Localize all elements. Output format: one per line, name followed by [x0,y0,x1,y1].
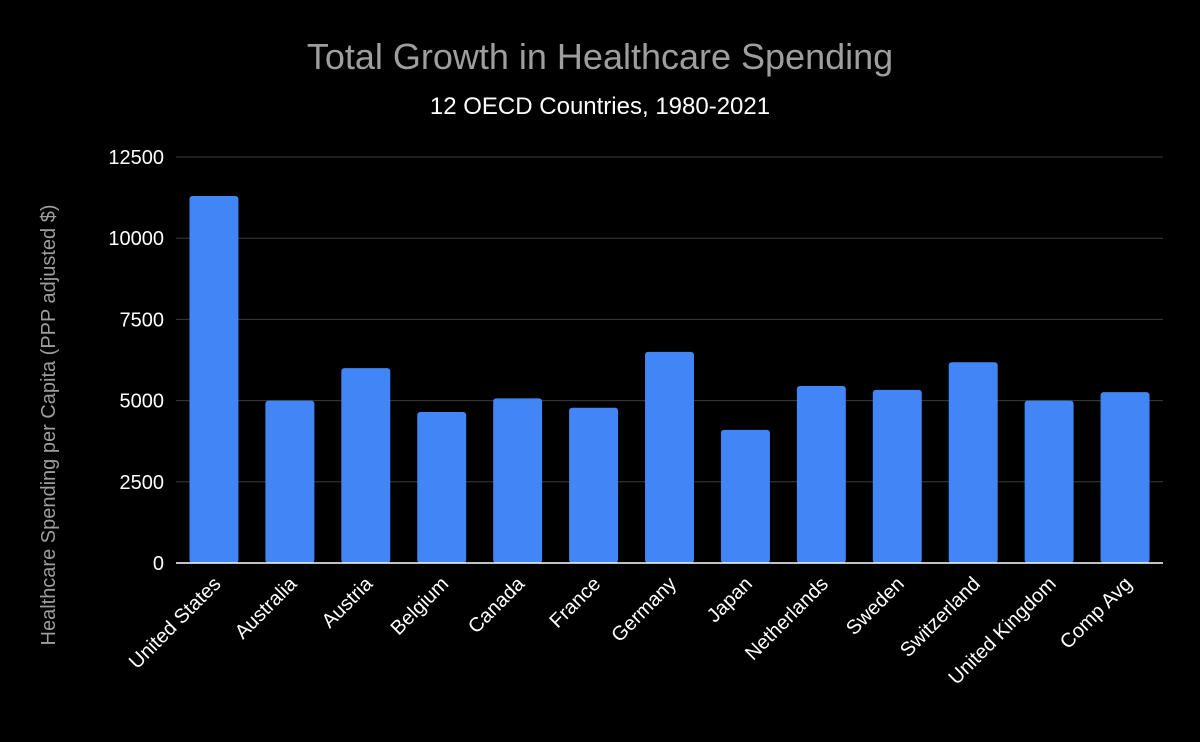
bar-canada [493,398,543,563]
y-tick-label: 12500 [108,147,164,169]
bar-belgium [417,411,467,563]
y-tick-label: 0 [153,553,164,575]
bar-japan [720,429,770,563]
bar-sweden [872,389,922,563]
bar-australia [265,400,315,563]
chart-title: Total Growth in Healthcare Spending [307,36,893,77]
x-tick-label: Comp Avg [1056,573,1137,654]
y-tick-label: 5000 [120,391,165,413]
bar-comp-avg [1100,392,1150,563]
x-tick-label: Sweden [842,573,909,640]
y-tick-label: 2500 [120,472,165,494]
x-tick-label: Canada [464,572,530,638]
bars [189,195,1150,563]
y-tick-label: 7500 [120,309,165,331]
y-axis-ticks: 0 2500 5000 7500 10000 12500 [108,147,164,575]
x-tick-label: Belgium [387,573,454,640]
y-axis-label: Healthcare Spending per Capita (PPP adju… [38,204,60,645]
x-tick-label: Japan [703,573,757,627]
x-tick-label: Australia [231,572,302,643]
x-tick-label: United States [125,573,225,673]
x-axis-ticks: United States Australia Austria Belgium Cana… [125,572,1137,689]
chart-subtitle: 12 OECD Countries, 1980-2021 [430,93,770,120]
bar-france [569,407,619,563]
bar-switzerland [948,362,998,563]
x-tick-label: France [546,573,606,633]
bar-germany [645,351,694,563]
bar-united-kingdom [1024,400,1074,563]
bar-netherlands [796,385,846,563]
bar-austria [341,368,391,563]
bar-united-states [189,195,239,563]
x-tick-label: Austria [318,572,378,632]
gridlines [176,156,1163,483]
y-tick-label: 10000 [108,228,164,250]
x-tick-label: Germany [607,573,681,647]
